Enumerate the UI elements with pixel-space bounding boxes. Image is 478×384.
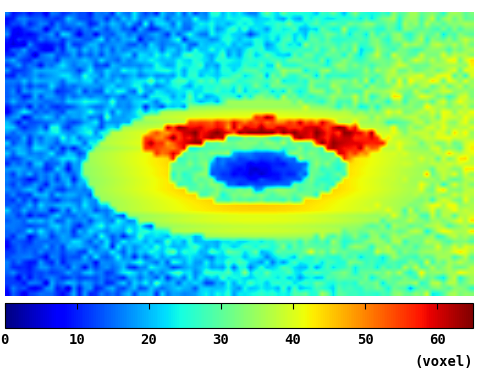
Text: (voxel): (voxel) xyxy=(414,355,473,369)
